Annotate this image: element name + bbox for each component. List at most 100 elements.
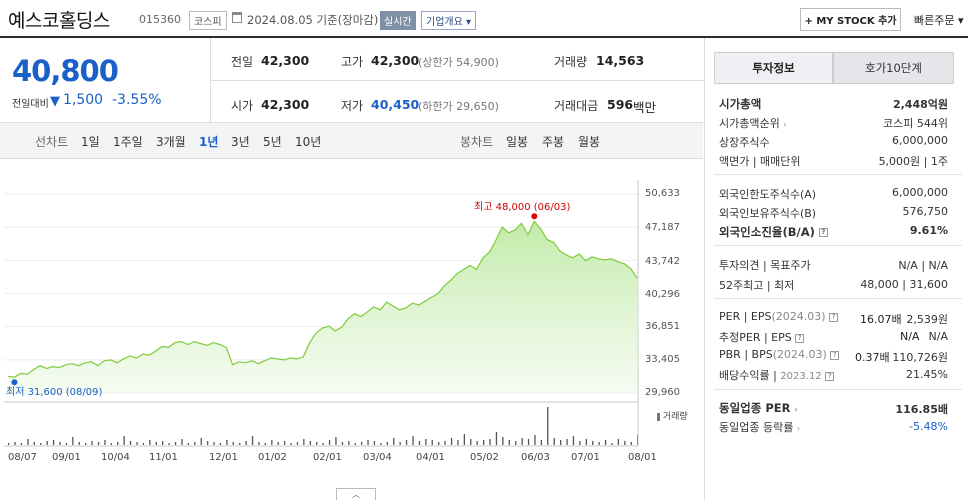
volume-bar — [611, 443, 613, 445]
volume-bar — [592, 441, 594, 445]
volume-bar — [78, 442, 80, 445]
help-icon[interactable]: ? — [829, 312, 839, 322]
tab-daily[interactable]: 일봉 — [506, 135, 529, 149]
listed-shares-value: 6,000,000 — [892, 134, 948, 147]
volume-bar — [174, 442, 177, 445]
volume-legend-icon — [657, 412, 660, 421]
open-value: 42,300 — [261, 97, 310, 112]
my-stock-add-button[interactable]: + MY STOCK 추가 — [800, 8, 901, 31]
volume-bar — [85, 443, 87, 445]
realtime-badge[interactable]: 실시간 — [380, 11, 416, 30]
x-tick: 07/01 — [571, 452, 600, 463]
pbr-bps-period: (2024.03) — [772, 348, 827, 361]
tab-1y[interactable]: 1년 — [199, 135, 219, 149]
tab-investment-info[interactable]: 투자정보 — [714, 52, 833, 84]
tab-weekly[interactable]: 주봉 — [542, 135, 565, 149]
prev-label: 전일 — [231, 55, 254, 69]
volume-bar — [110, 443, 112, 445]
volume-bar — [566, 439, 568, 445]
x-tick: 09/01 — [52, 452, 81, 463]
par-value-label: 액면가 | 매매단위 — [719, 155, 801, 168]
help-icon[interactable]: ? — [830, 350, 840, 360]
volume-bar — [277, 442, 279, 445]
par-value-value: 5,000원 | 1주 — [878, 155, 948, 168]
volume-bar — [630, 442, 632, 445]
tab-monthly[interactable]: 월봉 — [578, 135, 601, 149]
tab-3y[interactable]: 3년 — [231, 135, 250, 149]
volume-bar — [123, 436, 125, 445]
volume-bar — [483, 440, 485, 445]
change-label: 전일대비 — [12, 99, 49, 110]
collapse-chart-button[interactable]: ︿ — [336, 488, 376, 500]
chevron-up-icon: ︿ — [352, 490, 360, 499]
volume-legend-label: 거래량 — [662, 412, 688, 422]
per-eps-period: (2024.03) — [771, 310, 826, 323]
volume-bar — [14, 442, 16, 445]
volume-bar — [354, 443, 356, 445]
volume-value: 14,563 — [596, 53, 645, 68]
right-panel — [704, 38, 968, 500]
tab-order-book[interactable]: 호가10단계 — [833, 52, 954, 84]
volume-bar — [534, 435, 536, 445]
company-overview-label: 기업개요 — [426, 17, 463, 28]
industry-per-label[interactable]: 동일업종 PER › — [719, 400, 798, 416]
opinion-value: N/A | N/A — [898, 259, 948, 272]
industry-change-label[interactable]: 동일업종 등락률 › — [719, 419, 800, 435]
volume-bar — [431, 440, 433, 445]
date-info: 2024.08.05 기준(장마감) — [247, 13, 379, 27]
x-tick: 04/01 — [416, 452, 445, 463]
volume-bar — [149, 440, 151, 445]
x-tick: 08/07 — [8, 452, 37, 463]
x-tick: 08/01 — [628, 452, 657, 463]
volume-bar — [162, 441, 164, 445]
volume-label: 거래량 — [554, 55, 588, 69]
tab-10y[interactable]: 10년 — [295, 135, 322, 149]
volume-bar — [476, 441, 478, 445]
quick-order-dropdown[interactable]: 빠른주문 ▾ — [914, 12, 964, 28]
high-label: 고가 — [341, 55, 364, 69]
volume-bar — [309, 441, 311, 445]
volume-bar — [624, 441, 626, 445]
company-name[interactable]: 예스코홀딩스 — [8, 10, 110, 32]
industry-change-text: 동일업종 등락률 — [719, 421, 794, 434]
tab-3m[interactable]: 3개월 — [156, 135, 186, 149]
52week-label: 52주최고 | 최저 — [719, 279, 795, 292]
volume-bar — [405, 440, 408, 445]
help-icon[interactable]: ? — [795, 333, 805, 343]
volume-bar — [40, 443, 42, 445]
chart-tabs-bar — [0, 122, 703, 159]
help-icon[interactable]: ? — [818, 228, 828, 237]
max-marker — [531, 213, 538, 220]
volume-bar — [232, 442, 234, 445]
volume-bar — [284, 441, 286, 445]
volume-bar — [444, 441, 446, 445]
per-value: 16.07배 — [860, 313, 902, 326]
volume-bar — [547, 407, 549, 445]
market-cap-rank-label[interactable]: 시가총액순위 › — [719, 115, 786, 131]
chevron-right-icon: › — [794, 405, 798, 414]
volume-bar — [463, 434, 465, 445]
volume-bar — [322, 443, 324, 445]
tab-5y[interactable]: 5년 — [263, 135, 282, 149]
volume-bar — [104, 440, 106, 445]
volume-bar — [46, 441, 48, 445]
pbr-bps-text: PBR | BPS — [719, 348, 773, 361]
volume-bar — [380, 443, 382, 445]
divider — [714, 389, 962, 390]
header-divider — [0, 36, 968, 38]
divider — [210, 80, 704, 81]
help-icon[interactable]: ? — [825, 371, 835, 381]
foreign-holding-label: 외국인보유주식수(B) — [719, 207, 817, 220]
volume-bar — [20, 443, 23, 445]
tab-1w[interactable]: 1주일 — [113, 135, 143, 149]
company-overview-dropdown[interactable]: 기업개요 ▾ — [421, 11, 477, 30]
volume-bar — [399, 442, 401, 445]
price-chart — [4, 180, 639, 447]
volume-bar — [213, 442, 215, 445]
dividend-text: 배당수익률 — [719, 369, 770, 382]
tab-1d[interactable]: 1일 — [81, 135, 100, 149]
x-tick: 11/01 — [149, 452, 178, 463]
x-tick: 02/01 — [313, 452, 342, 463]
industry-change-value: -5.48% — [909, 420, 948, 433]
volume-bar — [540, 440, 542, 445]
